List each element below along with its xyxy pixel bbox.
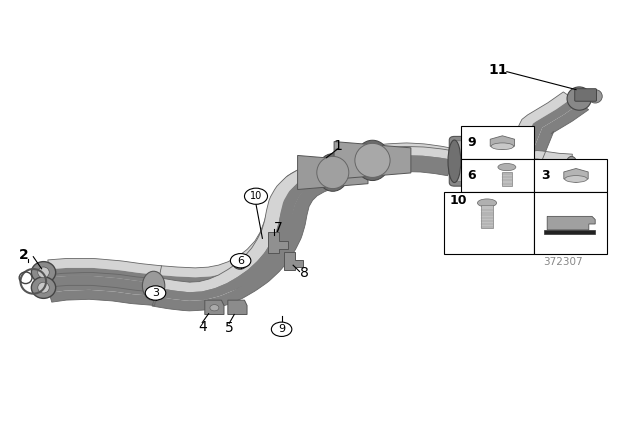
Polygon shape — [527, 166, 570, 177]
Polygon shape — [323, 155, 453, 177]
Polygon shape — [323, 151, 453, 173]
Polygon shape — [334, 142, 411, 179]
Polygon shape — [327, 163, 451, 185]
Ellipse shape — [588, 90, 602, 103]
Text: 10: 10 — [250, 191, 262, 201]
Ellipse shape — [518, 140, 531, 182]
Ellipse shape — [31, 262, 56, 283]
Polygon shape — [157, 177, 335, 295]
Ellipse shape — [38, 282, 49, 293]
Ellipse shape — [477, 199, 497, 207]
Ellipse shape — [143, 271, 165, 301]
Polygon shape — [47, 282, 157, 296]
Polygon shape — [317, 146, 456, 170]
Text: 10: 10 — [450, 194, 467, 207]
Ellipse shape — [567, 87, 591, 110]
Polygon shape — [530, 103, 589, 160]
Polygon shape — [508, 92, 572, 156]
Polygon shape — [298, 155, 368, 190]
Ellipse shape — [448, 140, 461, 182]
Text: 372307: 372307 — [543, 257, 583, 267]
Polygon shape — [49, 290, 156, 306]
Polygon shape — [156, 172, 326, 301]
Text: 2: 2 — [19, 248, 29, 263]
Ellipse shape — [564, 176, 588, 182]
Ellipse shape — [234, 259, 246, 269]
Text: 9: 9 — [278, 324, 285, 334]
Polygon shape — [48, 258, 161, 275]
Text: 11: 11 — [488, 63, 508, 78]
FancyBboxPatch shape — [534, 159, 607, 192]
Circle shape — [271, 322, 292, 336]
Polygon shape — [317, 143, 456, 167]
Polygon shape — [158, 170, 328, 285]
Polygon shape — [228, 300, 247, 314]
FancyBboxPatch shape — [502, 172, 512, 186]
Polygon shape — [49, 268, 159, 283]
Text: 9: 9 — [467, 136, 476, 149]
FancyBboxPatch shape — [461, 159, 534, 192]
Text: 3: 3 — [152, 288, 159, 298]
Polygon shape — [44, 272, 159, 288]
FancyBboxPatch shape — [461, 126, 534, 159]
Ellipse shape — [355, 143, 390, 177]
FancyBboxPatch shape — [494, 141, 500, 182]
Polygon shape — [544, 230, 595, 234]
FancyBboxPatch shape — [509, 141, 516, 182]
Text: 5: 5 — [225, 321, 234, 335]
FancyBboxPatch shape — [479, 141, 485, 182]
Polygon shape — [159, 162, 323, 277]
Ellipse shape — [317, 154, 349, 191]
Circle shape — [145, 286, 166, 300]
FancyBboxPatch shape — [534, 192, 607, 254]
Text: 1: 1 — [333, 138, 342, 153]
Circle shape — [230, 254, 251, 268]
FancyBboxPatch shape — [455, 141, 461, 182]
Polygon shape — [158, 163, 320, 292]
Polygon shape — [490, 136, 515, 150]
Text: 6: 6 — [237, 256, 244, 266]
Circle shape — [210, 305, 219, 311]
Ellipse shape — [355, 140, 390, 181]
Ellipse shape — [491, 143, 514, 150]
FancyBboxPatch shape — [481, 205, 493, 228]
Polygon shape — [523, 159, 572, 169]
FancyBboxPatch shape — [470, 141, 477, 182]
Ellipse shape — [498, 164, 516, 171]
Polygon shape — [152, 179, 333, 311]
Polygon shape — [518, 151, 572, 163]
Circle shape — [244, 188, 268, 204]
Polygon shape — [328, 158, 451, 180]
FancyBboxPatch shape — [449, 136, 530, 186]
Text: 8: 8 — [300, 266, 308, 280]
Text: 4: 4 — [198, 320, 207, 334]
Polygon shape — [205, 300, 224, 314]
Ellipse shape — [38, 267, 49, 278]
Polygon shape — [284, 252, 303, 270]
FancyBboxPatch shape — [486, 141, 493, 182]
Ellipse shape — [566, 156, 577, 175]
Text: 6: 6 — [467, 169, 476, 182]
FancyBboxPatch shape — [463, 141, 470, 182]
Polygon shape — [547, 216, 595, 230]
Polygon shape — [564, 168, 588, 182]
Ellipse shape — [31, 277, 56, 298]
Polygon shape — [51, 276, 158, 293]
Polygon shape — [268, 232, 288, 253]
Text: 3: 3 — [541, 169, 549, 182]
FancyBboxPatch shape — [518, 141, 524, 182]
Ellipse shape — [317, 156, 349, 189]
Polygon shape — [520, 98, 580, 158]
FancyBboxPatch shape — [575, 89, 596, 101]
Text: 7: 7 — [274, 220, 283, 235]
FancyBboxPatch shape — [502, 141, 509, 182]
FancyBboxPatch shape — [444, 192, 534, 254]
